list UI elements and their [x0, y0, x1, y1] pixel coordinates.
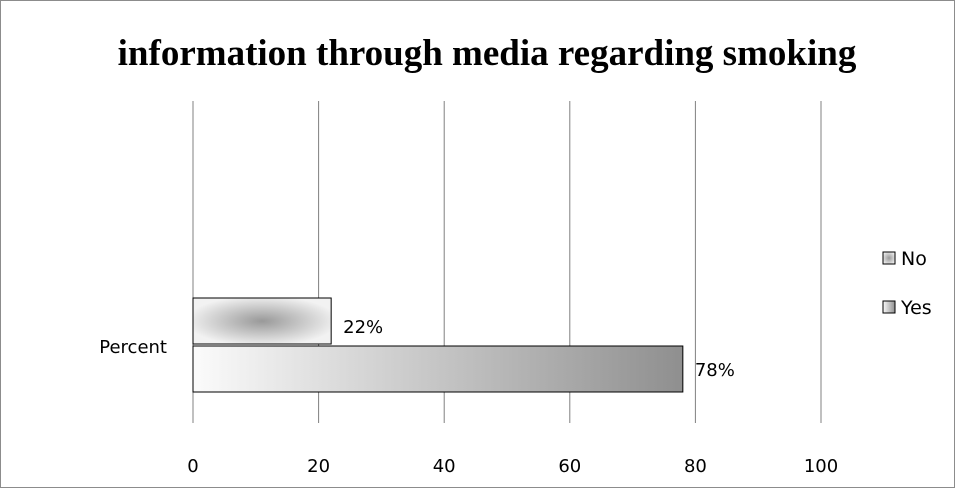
data-label-yes: 78%: [695, 360, 735, 381]
legend-label-no: No: [901, 248, 927, 270]
data-label-no: 22%: [343, 317, 383, 338]
x-tick-label: 40: [433, 456, 456, 477]
legend-swatch-yes: [882, 300, 896, 314]
category-labels: Percent: [99, 337, 167, 358]
x-tick-label: 60: [558, 456, 581, 477]
legend-swatch-no: [882, 251, 896, 265]
bar-no: [192, 297, 332, 345]
bar-yes: [192, 345, 684, 393]
x-tick-labels: 0 20 40 60 80 100: [187, 456, 838, 477]
legend-item-no: No: [882, 248, 927, 270]
chart-title: information through media regarding smok…: [118, 33, 857, 74]
x-tick-label: 100: [804, 456, 838, 477]
legend-item-yes: Yes: [882, 297, 932, 319]
legend: No Yes: [882, 248, 932, 319]
category-label: Percent: [99, 337, 167, 358]
x-tick-label: 20: [307, 456, 330, 477]
x-tick-label: 80: [684, 456, 707, 477]
data-labels: 22% 78%: [343, 317, 735, 381]
legend-label-yes: Yes: [900, 297, 932, 319]
bars: [192, 297, 684, 393]
x-tick-label: 0: [187, 456, 198, 477]
